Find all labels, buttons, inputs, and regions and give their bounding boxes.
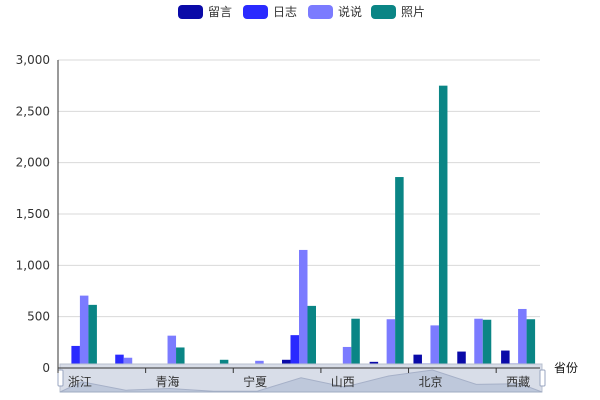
- legend-item[interactable]: 照片: [371, 5, 425, 19]
- bar: [438, 85, 448, 369]
- bar: [299, 249, 308, 368]
- y-tick-label: 0: [42, 361, 50, 375]
- legend-label: 说说: [338, 4, 362, 19]
- legend-swatch: [178, 5, 203, 19]
- bar: [71, 345, 80, 368]
- bar: [395, 177, 404, 368]
- x-tick-label: 西藏: [506, 375, 530, 389]
- bar: [457, 351, 466, 368]
- x-axis: 浙江 青海 宁夏 山西 北京 西藏: [57, 367, 540, 389]
- x-tick-label: 北京: [418, 375, 442, 389]
- legend-item[interactable]: 留言: [178, 5, 232, 19]
- legend-label: 留言: [208, 5, 232, 19]
- x-tick-label: 浙江: [68, 375, 92, 389]
- bar: [413, 354, 422, 368]
- y-tick-label: 1,500: [16, 207, 50, 221]
- legend-swatch: [243, 5, 268, 19]
- legend-swatch: [308, 5, 333, 19]
- legend-item[interactable]: 说说: [308, 4, 362, 19]
- bar: [501, 350, 510, 368]
- bar: [115, 354, 124, 368]
- legend-item[interactable]: 日志: [243, 5, 297, 19]
- bar: [342, 346, 352, 368]
- bar: [351, 318, 360, 368]
- bar: [167, 335, 177, 368]
- bar: [88, 304, 97, 368]
- bar: [474, 318, 483, 368]
- bar: [518, 308, 527, 368]
- y-tick-label: 1,000: [16, 258, 50, 272]
- bar: [290, 335, 299, 368]
- x-tick-label: 山西: [331, 375, 355, 389]
- slider-handle[interactable]: [539, 369, 546, 387]
- data-zoom-slider[interactable]: [57, 363, 546, 393]
- bar: [482, 319, 492, 368]
- y-tick-label: 2,500: [16, 104, 50, 118]
- bar: [526, 319, 536, 368]
- legend-label: 照片: [401, 5, 425, 19]
- bar: [386, 319, 396, 368]
- slider-preview-area: [59, 369, 543, 393]
- bar: [123, 357, 133, 368]
- y-tick-label: 3,000: [16, 53, 50, 67]
- legend-swatch: [371, 5, 396, 19]
- x-tick-label: 青海: [156, 374, 180, 389]
- y-tick-label: 2,000: [16, 156, 50, 170]
- grid-lines: [58, 59, 540, 318]
- legend-label: 日志: [273, 5, 297, 19]
- bar: [307, 305, 316, 368]
- legend[interactable]: 留言 日志 说说 照片: [178, 4, 425, 19]
- y-axis: 0 500 1,000 1,500 2,000 2,500 3,000: [16, 53, 59, 375]
- x-tick-label: 宁夏: [243, 374, 267, 389]
- y-tick-label: 500: [27, 310, 50, 324]
- slider-handle[interactable]: [57, 369, 64, 387]
- bar: [79, 295, 89, 368]
- bars: [62, 85, 536, 369]
- bar: [176, 347, 185, 368]
- x-axis-name: 省份: [554, 361, 578, 375]
- bar: [430, 325, 439, 368]
